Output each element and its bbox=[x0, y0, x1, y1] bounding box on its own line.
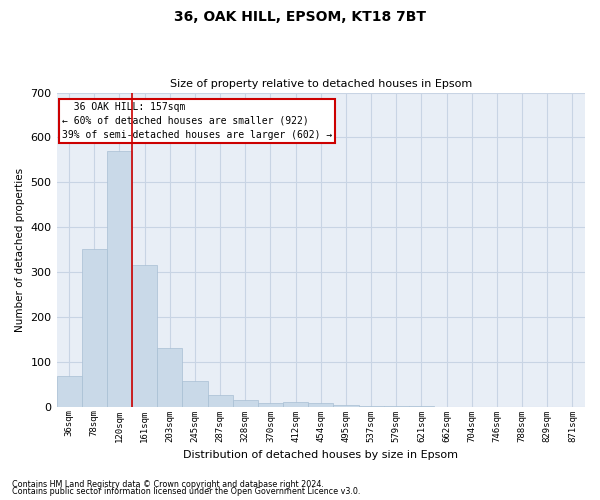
Bar bbox=[308, 402, 334, 406]
Bar bbox=[283, 402, 308, 406]
Y-axis label: Number of detached properties: Number of detached properties bbox=[15, 168, 25, 332]
Text: 36, OAK HILL, EPSOM, KT18 7BT: 36, OAK HILL, EPSOM, KT18 7BT bbox=[174, 10, 426, 24]
Bar bbox=[182, 381, 208, 406]
Bar bbox=[258, 404, 283, 406]
Text: Contains public sector information licensed under the Open Government Licence v3: Contains public sector information licen… bbox=[12, 487, 361, 496]
Bar bbox=[82, 248, 107, 406]
Text: 36 OAK HILL: 157sqm
← 60% of detached houses are smaller (922)
39% of semi-detac: 36 OAK HILL: 157sqm ← 60% of detached ho… bbox=[62, 102, 332, 140]
Title: Size of property relative to detached houses in Epsom: Size of property relative to detached ho… bbox=[170, 79, 472, 89]
Bar bbox=[132, 266, 157, 406]
Bar bbox=[233, 400, 258, 406]
X-axis label: Distribution of detached houses by size in Epsom: Distribution of detached houses by size … bbox=[183, 450, 458, 460]
Bar bbox=[107, 151, 132, 406]
Bar bbox=[157, 348, 182, 406]
Text: Contains HM Land Registry data © Crown copyright and database right 2024.: Contains HM Land Registry data © Crown c… bbox=[12, 480, 324, 489]
Bar bbox=[208, 396, 233, 406]
Bar bbox=[56, 376, 82, 406]
